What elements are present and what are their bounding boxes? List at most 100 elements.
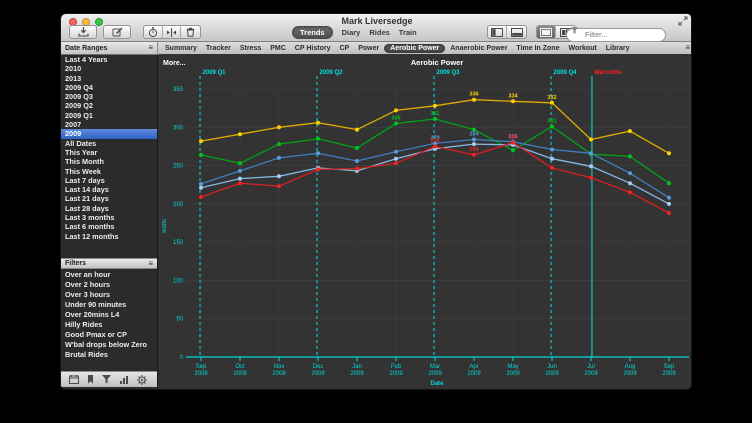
filter-w-bal-drops-below-zero[interactable]: W'bal drops below Zero <box>65 340 148 349</box>
date-range-last-12-months[interactable]: Last 12 months <box>65 231 119 241</box>
filter-over-20mins-l4[interactable]: Over 20mins L4 <box>65 310 120 319</box>
svg-text:332: 332 <box>547 95 556 101</box>
menu-icon[interactable]: ≡ <box>148 43 153 52</box>
sidebar: Last 4 Years 2010 2013 2009 Q4 2009 Q3 2009 Q… <box>61 55 158 389</box>
date-range-last-6-months[interactable]: Last 6 months <box>65 222 115 232</box>
tab-stress[interactable]: Stress <box>239 44 262 52</box>
view-train[interactable]: Train <box>398 27 417 37</box>
date-range-2009[interactable]: 2009 <box>61 129 157 139</box>
filter-funnel-icon <box>571 27 578 34</box>
date-range-2009-q4[interactable]: 2009 Q4 <box>65 82 93 92</box>
timer-button[interactable] <box>144 26 163 38</box>
activity-actions-group <box>143 25 201 39</box>
svg-text:Marmotte: Marmotte <box>594 70 622 76</box>
svg-text:watts: watts <box>162 219 168 234</box>
svg-text:50: 50 <box>176 317 183 323</box>
compose-icon <box>112 27 122 37</box>
tab-tracker[interactable]: Tracker <box>205 44 231 52</box>
menu-icon[interactable]: ≡ <box>148 258 153 268</box>
tab-library[interactable]: Library <box>605 44 630 52</box>
panel-toggle-group <box>487 25 527 39</box>
date-range-this-year[interactable]: This Year <box>65 147 98 157</box>
date-range-this-week[interactable]: This Week <box>65 166 101 176</box>
filter-input[interactable] <box>566 27 666 42</box>
aerobic-power-chart: 2009 Q1 2009 Q2 2009 Q3 2009 Q4 Marmotte Sep 2… <box>159 54 691 389</box>
filters-list: Over an hour Over 2 hours Over 3 hours Unde… <box>61 270 157 360</box>
filter-over-3-hours[interactable]: Over 3 hours <box>65 290 111 299</box>
date-range-last-14-days[interactable]: Last 14 days <box>65 185 109 195</box>
filters-title: Filters <box>65 260 87 267</box>
tab-pmc[interactable]: PMC <box>270 44 286 52</box>
intervals-button[interactable] <box>163 26 182 38</box>
svg-text:311: 311 <box>431 111 440 117</box>
tiled-view-toggle[interactable] <box>537 26 556 38</box>
tab-cp-history[interactable]: CP History <box>294 44 331 52</box>
tab-row: Date Ranges ≡ Summary Tracker Stress PMC CP … <box>61 42 691 55</box>
date-range-2009-q3[interactable]: 2009 Q3 <box>65 92 93 102</box>
date-range-2010[interactable]: 2010 <box>65 64 82 74</box>
date-range-2013[interactable]: 2013 <box>65 73 82 83</box>
filter-funnel-icon[interactable] <box>102 375 111 384</box>
date-ranges-header: Date Ranges ≡ <box>61 42 158 54</box>
filter-over-2-hours[interactable]: Over 2 hours <box>65 280 111 289</box>
tab-cp[interactable]: CP <box>339 44 350 52</box>
chart-canvas: 2009 Q1 2009 Q2 2009 Q3 2009 Q4 Marmotte Sep 2… <box>162 58 689 387</box>
view-rides[interactable]: Rides <box>369 27 390 37</box>
date-range-2009-q1[interactable]: 2009 Q1 <box>65 110 93 120</box>
stopwatch-icon <box>148 26 157 37</box>
tab-anaerobic-power[interactable]: Anaerobic Power <box>450 44 508 52</box>
import-button[interactable] <box>69 25 97 39</box>
more-link[interactable]: More... <box>163 60 186 67</box>
fullscreen-icon[interactable] <box>678 16 688 26</box>
bottom-panel-toggle[interactable] <box>507 26 526 38</box>
date-range-last-28-days[interactable]: Last 28 days <box>65 203 109 213</box>
filter-brutal-rides[interactable]: Brutal Rides <box>65 350 108 359</box>
date-range-last-4-years[interactable]: Last 4 Years <box>65 55 108 64</box>
filter-over-an-hour[interactable]: Over an hour <box>65 270 111 279</box>
view-switcher: Trends Diary Rides Train <box>292 24 417 40</box>
date-range-last-7-days[interactable]: Last 7 days <box>65 175 105 185</box>
filter-under-90-minutes[interactable]: Under 90 minutes <box>65 300 127 309</box>
split-icon <box>167 27 176 37</box>
settings-gear-icon[interactable] <box>137 374 147 385</box>
delete-button[interactable] <box>181 26 200 38</box>
tab-summary[interactable]: Summary <box>165 44 197 52</box>
tab-aerobic-power[interactable]: Aerobic Power <box>384 43 446 53</box>
date-range-2009-q2[interactable]: 2009 Q2 <box>65 101 93 111</box>
svg-text:336: 336 <box>469 92 478 98</box>
view-trends[interactable]: Trends <box>292 25 333 39</box>
filter-hilly-rides[interactable]: Hilly Rides <box>65 320 103 329</box>
date-range-last-3-months[interactable]: Last 3 months <box>65 213 115 223</box>
svg-text:305: 305 <box>391 115 400 121</box>
zoom-button[interactable] <box>95 18 103 26</box>
date-range-last-21-days[interactable]: Last 21 days <box>65 194 109 204</box>
tab-time-in-zone[interactable]: Time In Zone <box>516 44 560 52</box>
chart-tabs: Summary Tracker Stress PMC CP History CP Power… <box>158 42 691 54</box>
sidebar-panel-icon <box>491 27 503 37</box>
bookmark-icon[interactable] <box>87 375 94 384</box>
sidebar-panel-toggle[interactable] <box>488 26 507 38</box>
date-range-2007[interactable]: 2007 <box>65 120 82 130</box>
svg-text:2009 Q3: 2009 Q3 <box>437 70 461 76</box>
svg-text:Aerobic Power: Aerobic Power <box>411 58 464 67</box>
view-diary[interactable]: Diary <box>341 27 361 37</box>
sidebar-bottom-toolbar <box>61 371 157 387</box>
date-range-this-month[interactable]: This Month <box>65 157 104 167</box>
compose-button[interactable] <box>103 25 131 39</box>
bottom-panel-icon <box>510 27 523 37</box>
chart-bars-icon[interactable] <box>119 375 129 384</box>
tab-power[interactable]: Power <box>358 44 380 52</box>
calendar-icon[interactable] <box>69 375 79 384</box>
date-range-all-dates[interactable]: All Dates <box>65 138 97 148</box>
filter-good-pmax-or-cp[interactable]: Good Pmax or CP <box>65 330 128 339</box>
tab-workout[interactable]: Workout <box>568 44 597 52</box>
menu-icon[interactable]: ≡ <box>685 43 690 52</box>
